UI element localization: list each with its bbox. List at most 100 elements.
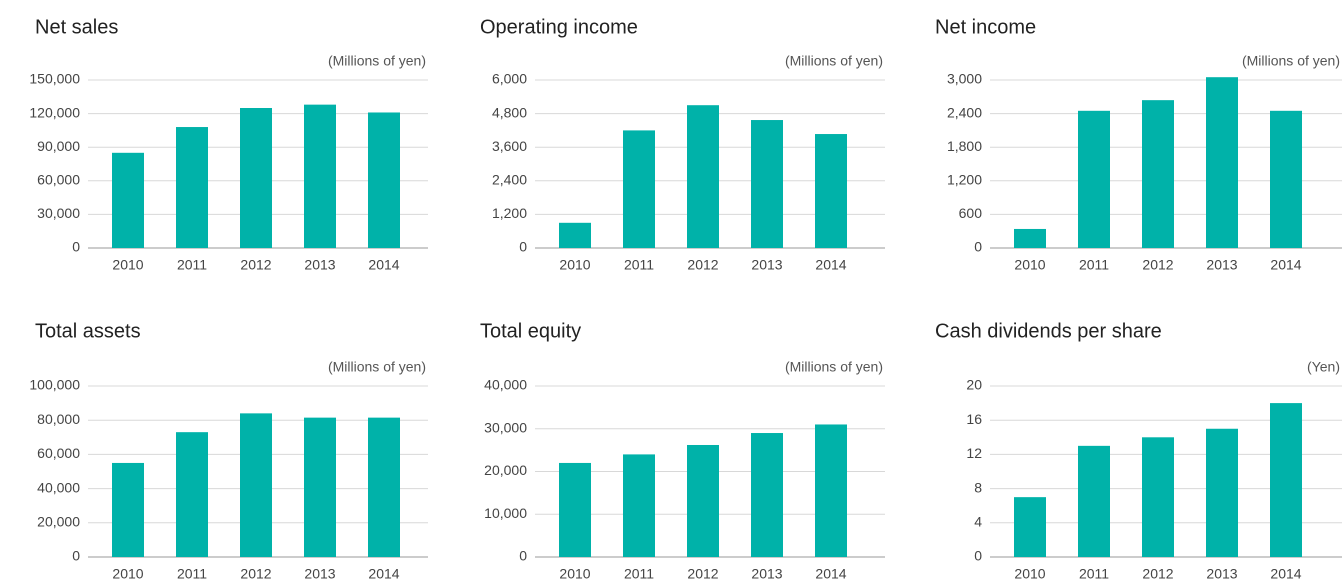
x-tick-label: 2013 bbox=[751, 566, 782, 580]
bar bbox=[1014, 497, 1046, 557]
y-tick-label: 1,200 bbox=[492, 205, 527, 221]
x-tick-label: 2014 bbox=[1270, 257, 1301, 273]
bar bbox=[1142, 437, 1174, 557]
bar bbox=[240, 108, 272, 248]
chart-title: Cash dividends per share bbox=[935, 320, 1162, 342]
x-tick-label: 2011 bbox=[1079, 257, 1109, 273]
chart-title: Total assets bbox=[35, 320, 141, 342]
chart-panel: Cash dividends per share (Yen) 0 4 8 12 16 20 20… bbox=[935, 320, 1342, 580]
x-tick-label: 2014 bbox=[815, 257, 846, 273]
y-tick-label: 12 bbox=[966, 445, 982, 461]
y-tick-label: 60,000 bbox=[37, 445, 80, 461]
y-tick-label: 150,000 bbox=[29, 71, 80, 87]
chart-panel: Net sales (Millions of yen) 0 30,000 60,000 9… bbox=[29, 16, 428, 273]
y-tick-label: 0 bbox=[974, 548, 982, 564]
bar bbox=[1078, 445, 1110, 557]
y-tick-label: 600 bbox=[959, 205, 983, 221]
chart-panel: Operating income (Millions of yen) 0 1,200 2… bbox=[480, 16, 885, 273]
bar bbox=[176, 432, 208, 557]
bar bbox=[751, 433, 783, 557]
bar bbox=[815, 424, 847, 557]
x-tick-label: 2010 bbox=[559, 257, 590, 273]
bar bbox=[815, 134, 847, 248]
bar bbox=[368, 112, 400, 248]
y-tick-label: 0 bbox=[519, 239, 527, 255]
unit-label: (Millions of yen) bbox=[328, 53, 426, 69]
x-tick-label: 2013 bbox=[304, 566, 335, 580]
x-tick-label: 2010 bbox=[112, 566, 143, 580]
x-tick-label: 2012 bbox=[240, 257, 271, 273]
unit-label: (Millions of yen) bbox=[328, 359, 426, 375]
bar bbox=[751, 120, 783, 248]
y-tick-label: 6,000 bbox=[492, 71, 527, 87]
y-tick-label: 3,600 bbox=[492, 138, 527, 154]
unit-label: (Millions of yen) bbox=[1242, 53, 1340, 69]
x-tick-label: 2013 bbox=[304, 257, 335, 273]
x-tick-label: 2012 bbox=[687, 257, 718, 273]
y-tick-label: 4 bbox=[974, 514, 982, 530]
x-tick-label: 2011 bbox=[624, 566, 654, 580]
x-tick-label: 2012 bbox=[1142, 257, 1173, 273]
x-tick-label: 2014 bbox=[815, 566, 846, 580]
bar bbox=[304, 417, 336, 557]
x-tick-label: 2014 bbox=[368, 566, 399, 580]
x-tick-label: 2010 bbox=[559, 566, 590, 580]
y-tick-label: 0 bbox=[72, 548, 80, 564]
x-tick-label: 2011 bbox=[177, 566, 207, 580]
y-tick-label: 0 bbox=[974, 239, 982, 255]
unit-label: (Millions of yen) bbox=[785, 359, 883, 375]
bar bbox=[176, 127, 208, 248]
bar bbox=[623, 454, 655, 557]
y-tick-label: 30,000 bbox=[37, 205, 80, 221]
y-tick-label: 30,000 bbox=[484, 419, 527, 435]
y-tick-label: 3,000 bbox=[947, 71, 982, 87]
y-tick-label: 0 bbox=[519, 548, 527, 564]
chart-panel: Net income (Millions of yen) 0 600 1,200 1,80… bbox=[935, 16, 1342, 273]
x-tick-label: 2010 bbox=[112, 257, 143, 273]
x-tick-label: 2014 bbox=[1270, 566, 1301, 580]
bar bbox=[1270, 403, 1302, 557]
bar bbox=[240, 413, 272, 557]
chart-panel: Total assets (Millions of yen) 0 20,000 40,0… bbox=[29, 320, 428, 580]
y-tick-label: 20,000 bbox=[484, 462, 527, 478]
y-tick-label: 100,000 bbox=[29, 377, 80, 393]
x-tick-label: 2010 bbox=[1014, 566, 1045, 580]
bar bbox=[1014, 228, 1046, 248]
bar bbox=[559, 462, 591, 557]
bar bbox=[1270, 110, 1302, 248]
x-tick-label: 2011 bbox=[624, 257, 654, 273]
y-tick-label: 2,400 bbox=[947, 104, 982, 120]
bar bbox=[1078, 110, 1110, 248]
y-tick-label: 1,200 bbox=[947, 172, 982, 188]
y-tick-label: 1,800 bbox=[947, 138, 982, 154]
y-tick-label: 10,000 bbox=[484, 505, 527, 521]
x-tick-label: 2013 bbox=[1206, 566, 1237, 580]
y-tick-label: 2,400 bbox=[492, 172, 527, 188]
y-tick-label: 8 bbox=[974, 479, 982, 495]
chart-title: Net income bbox=[935, 16, 1036, 38]
y-tick-label: 60,000 bbox=[37, 172, 80, 188]
y-tick-label: 16 bbox=[966, 411, 982, 427]
bar bbox=[112, 152, 144, 248]
bar bbox=[687, 105, 719, 248]
x-tick-label: 2011 bbox=[177, 257, 207, 273]
bar bbox=[1142, 100, 1174, 248]
x-tick-label: 2012 bbox=[687, 566, 718, 580]
y-tick-label: 120,000 bbox=[29, 104, 80, 120]
bar bbox=[1206, 77, 1238, 248]
x-tick-label: 2011 bbox=[1079, 566, 1109, 580]
y-tick-label: 20,000 bbox=[37, 514, 80, 530]
x-tick-label: 2012 bbox=[1142, 566, 1173, 580]
unit-label: (Millions of yen) bbox=[785, 53, 883, 69]
unit-label: (Yen) bbox=[1307, 359, 1340, 375]
x-tick-label: 2014 bbox=[368, 257, 399, 273]
y-tick-label: 4,800 bbox=[492, 104, 527, 120]
chart-title: Total equity bbox=[480, 320, 581, 342]
chart-title: Net sales bbox=[35, 16, 118, 38]
bar bbox=[304, 104, 336, 248]
x-tick-label: 2012 bbox=[240, 566, 271, 580]
bar bbox=[368, 417, 400, 557]
chart-panel: Total equity (Millions of yen) 0 10,000 20,0… bbox=[480, 320, 885, 580]
y-tick-label: 0 bbox=[72, 239, 80, 255]
